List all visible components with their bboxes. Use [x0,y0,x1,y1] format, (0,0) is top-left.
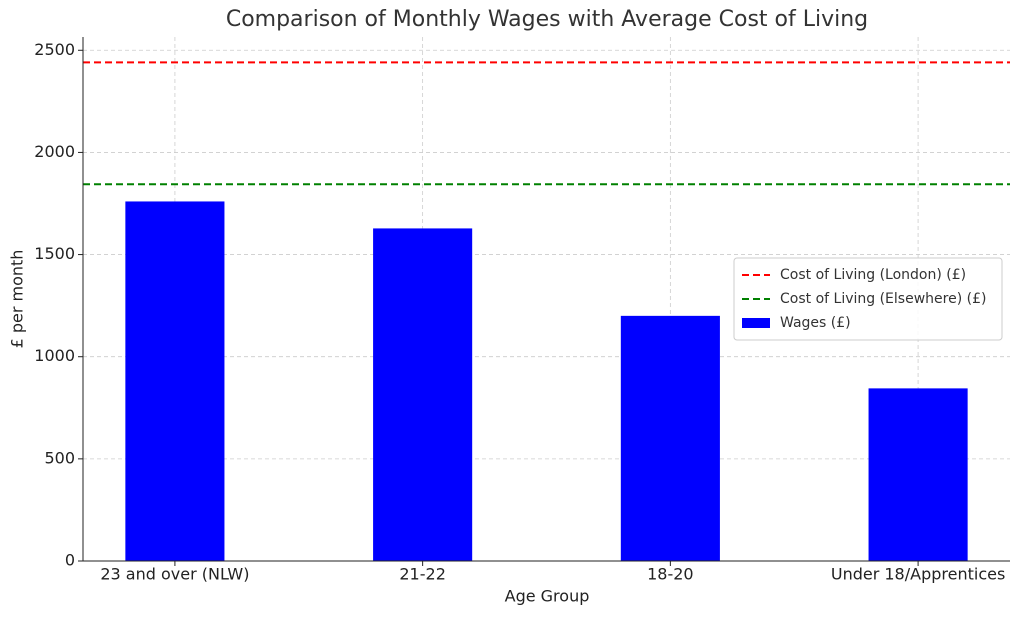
legend-label: Wages (£) [780,315,851,331]
y-tick-label: 500 [44,448,75,467]
x-axis-label: Age Group [505,587,590,606]
legend-label: Cost of Living (London) (£) [780,267,966,283]
y-axis-label: £ per month [8,250,27,349]
x-tick-label: 18-20 [647,565,694,584]
x-tick-label: 21-22 [399,565,446,584]
bar [620,315,720,561]
y-tick-label: 0 [65,551,75,570]
y-tick-label: 1500 [34,244,75,263]
bar [868,388,968,561]
x-tick-label: Under 18/Apprentices [831,565,1005,584]
legend-swatch [742,318,770,328]
legend-box [733,257,1003,341]
y-tick-label: 2500 [34,40,75,59]
x-tick-label: 23 and over (NLW) [100,565,249,584]
y-tick-label: 2000 [34,142,75,161]
bar [125,201,225,561]
legend-label: Cost of Living (Elsewhere) (£) [780,291,986,307]
bar [373,228,473,561]
y-tick-label: 1000 [34,346,75,365]
legend: Cost of Living (London) (£) Cost of Livin… [733,257,1003,341]
chart-title: Comparison of Monthly Wages with Average… [226,7,868,32]
